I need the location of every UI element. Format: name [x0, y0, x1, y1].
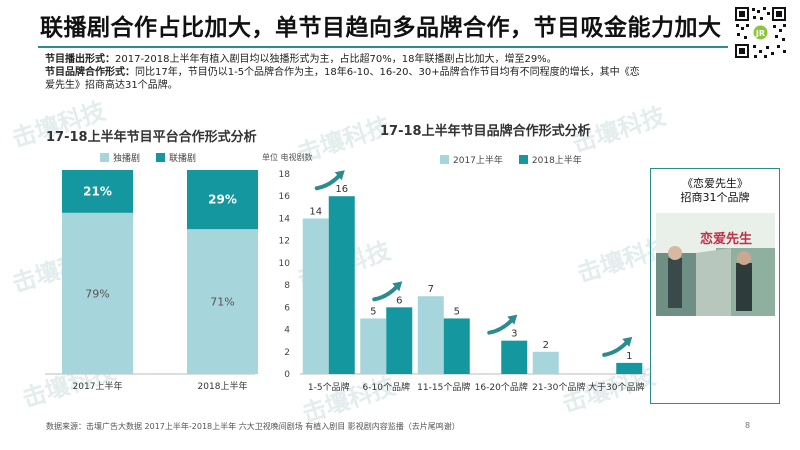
value-2017-0: 14 — [309, 206, 322, 217]
qr-code: JR — [733, 5, 788, 60]
growth-arrow-icon — [487, 318, 514, 335]
mid-chart-legend: 2017上半年 2018上半年 — [440, 153, 582, 166]
growth-arrow-icon — [602, 340, 629, 357]
growth-arrow-head-icon — [622, 336, 633, 347]
desc-line-2: 节目品牌合作形式：同比17年，节目仍以1-5个品牌合作为主，18年6-10、16… — [45, 66, 735, 79]
poster-title: 恋爱先生 — [700, 231, 752, 247]
bar-2018-3 — [501, 340, 528, 374]
legend-label-2017: 2017上半年 — [453, 156, 503, 166]
value-2017-2: 7 — [428, 284, 434, 295]
x-tick-label-5: 大于30个品牌 — [588, 381, 644, 393]
x-tick-label-2: 11-15个品牌 — [417, 381, 470, 393]
growth-arrow-head-icon — [507, 314, 518, 325]
desc-text-format: 2017-2018上半年有植入剧目均以独播形式为主，占比超70%，18年联播剧占… — [115, 54, 557, 65]
bar-2018-2 — [443, 318, 470, 374]
value-2018-2: 5 — [454, 306, 460, 317]
callout-brand-count: 招商31个品牌 — [680, 191, 750, 204]
x-tick-label-1: 2018上半年 — [198, 380, 248, 392]
value-2017-4: 2 — [543, 340, 549, 351]
legend-label-2018: 2018上半年 — [531, 156, 582, 166]
y-tick-18: 18 — [279, 170, 291, 180]
legend-swatch-solo — [100, 153, 109, 162]
x-tick-label-3: 16-20个品牌 — [475, 381, 528, 393]
bar-joint-1 — [187, 170, 258, 230]
label-joint-1: 29% — [208, 193, 237, 207]
left-chart-title: 17-18上半年节目平台合作形式分析 — [46, 130, 257, 145]
desc-text-brand: 同比17年，节目仍以1-5个品牌合作为主，18年6-10、16-20、30+品牌… — [135, 67, 640, 78]
y-tick-16: 16 — [279, 192, 291, 202]
bar-solo-0 — [62, 212, 133, 374]
bar-2017-4 — [532, 351, 559, 374]
desc-line-1: 节目播出形式：2017-2018上半年有植入剧目均以独播形式为主，占比超70%，… — [45, 53, 735, 66]
desc-label-format: 节目播出形式： — [45, 54, 115, 65]
x-tick-label-4: 21-30个品牌 — [532, 381, 585, 393]
x-tick-label-0: 2017上半年 — [73, 380, 123, 392]
y-tick-14: 14 — [279, 214, 291, 224]
desc-label-brand: 节目品牌合作形式： — [45, 67, 135, 78]
callout-box — [650, 168, 780, 404]
legend-swatch-joint — [156, 153, 166, 162]
value-2018-5: 1 — [626, 351, 632, 362]
mid-chart-title: 17-18上半年节目品牌合作形式分析 — [380, 124, 591, 139]
label-solo-1: 71% — [210, 296, 234, 309]
show-poster-image: 恋爱先生 — [656, 213, 775, 316]
legend-swatch-2017 — [440, 155, 449, 164]
y-tick-6: 6 — [284, 303, 290, 313]
y-tick-4: 4 — [284, 326, 290, 336]
page-title: 联播剧合作占比加大，单节目趋向多品牌合作，节目吸金能力加大 — [40, 15, 722, 41]
value-2018-3: 3 — [511, 329, 517, 340]
bar-2018-5 — [616, 362, 643, 374]
y-tick-2: 2 — [284, 348, 290, 358]
y-tick-12: 12 — [279, 237, 290, 247]
bar-solo-1 — [187, 229, 258, 374]
bar-joint-0 — [62, 170, 133, 213]
y-tick-0: 0 — [284, 370, 290, 380]
value-2017-1: 5 — [370, 306, 376, 317]
bar-2018-1 — [386, 307, 413, 374]
value-2018-1: 6 — [396, 295, 402, 306]
x-tick-label-1: 6-10个品牌 — [363, 381, 410, 393]
y-tick-8: 8 — [284, 281, 290, 291]
label-joint-0: 21% — [83, 184, 112, 198]
x-tick-label-0: 1-5个品牌 — [308, 381, 350, 393]
bar-2017-1 — [360, 318, 387, 374]
growth-arrow-icon — [314, 174, 341, 191]
legend-label-solo: 独播剧 — [113, 154, 141, 164]
title-divider — [38, 46, 728, 48]
data-source: 数据来源：击壤广告大数据 2017上半年-2018上半年 六大卫视晚间剧场 有植… — [46, 422, 460, 431]
svg-text:JR: JR — [755, 29, 765, 38]
bar-2018-0 — [328, 196, 355, 374]
callout-text: 《恋爱先生》 招商31个品牌 — [650, 177, 780, 205]
growth-arrow-head-icon — [392, 281, 403, 292]
growth-arrow-icon — [372, 285, 399, 302]
legend-swatch-2018 — [518, 155, 528, 164]
y-axis-unit: 单位 电视剧数 — [262, 153, 313, 162]
desc-line-3: 爱先生》招商高达31个品牌。 — [45, 80, 178, 91]
label-solo-0: 79% — [85, 287, 109, 300]
page-number: 8 — [745, 421, 751, 430]
growth-arrow-head-icon — [334, 170, 345, 181]
left-chart-legend: 独播剧 联播剧 — [100, 151, 196, 164]
bar-2017-2 — [417, 296, 444, 374]
callout-show-name: 《恋爱先生》 — [682, 177, 748, 190]
legend-label-joint: 联播剧 — [169, 154, 197, 164]
value-2018-0: 16 — [335, 184, 348, 195]
bar-2017-0 — [302, 218, 329, 374]
y-tick-10: 10 — [279, 259, 291, 269]
